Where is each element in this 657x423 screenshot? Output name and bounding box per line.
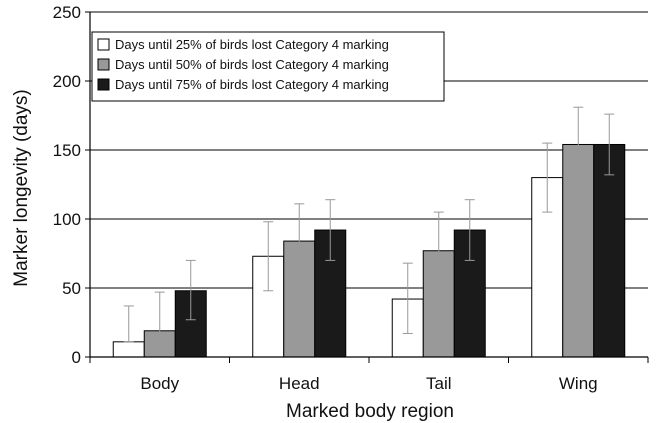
legend-swatch-series-2 xyxy=(97,58,110,71)
y-tick-label: 0 xyxy=(72,348,81,367)
error-bars xyxy=(123,106,615,358)
y-axis-title: Marker longevity (days) xyxy=(11,89,32,286)
bar-wing-series-3 xyxy=(593,143,626,358)
y-tick-label: 50 xyxy=(62,279,81,298)
y-tick-label: 100 xyxy=(53,210,81,229)
legend-box xyxy=(91,31,445,102)
bar-body-series-1 xyxy=(112,341,145,358)
legend-label-series-2: Days until 50% of birds lost Category 4 … xyxy=(115,57,389,72)
x-tick-label-body: Body xyxy=(140,374,179,393)
legend: Days until 25% of birds lost Category 4 … xyxy=(91,31,445,102)
y-tick-label: 150 xyxy=(53,141,81,160)
y-tick-label: 250 xyxy=(53,3,81,22)
x-tick-label-tail: Tail xyxy=(426,374,452,393)
x-tick-label-head: Head xyxy=(279,374,320,393)
legend-swatch-series-3 xyxy=(97,78,110,91)
legend-swatch-series-1 xyxy=(97,38,110,51)
y-tick-label: 200 xyxy=(53,72,81,91)
legend-label-series-1: Days until 25% of birds lost Category 4 … xyxy=(115,37,389,52)
axes xyxy=(85,11,649,363)
x-axis-title: Marked body region xyxy=(286,401,454,422)
x-tick-label-wing: Wing xyxy=(559,374,598,393)
bars xyxy=(112,143,626,358)
tick-labels: 0 50 100 150 200 250 Body Head Tail Wing xyxy=(53,3,598,393)
legend-label-series-3: Days until 75% of birds lost Category 4 … xyxy=(115,77,389,92)
